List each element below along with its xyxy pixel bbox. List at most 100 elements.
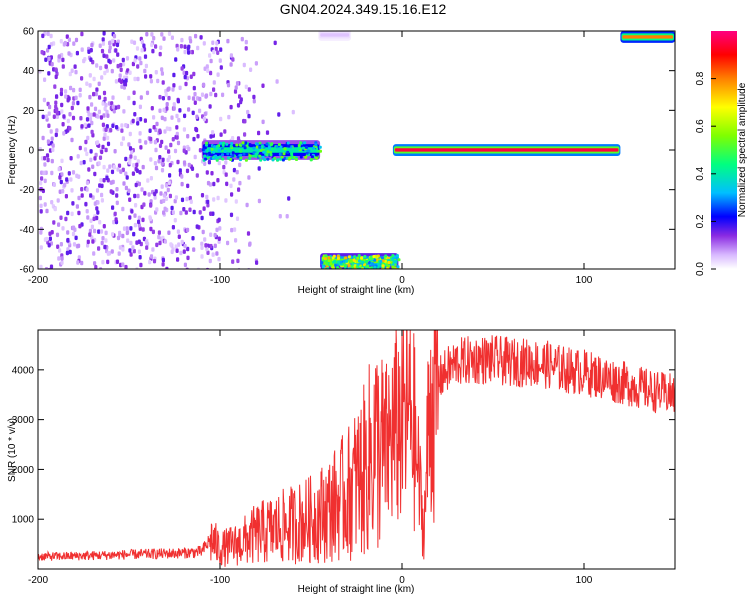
heatmap-cell [136,193,140,199]
heatmap-cell [103,244,107,250]
heatmap-cell [186,246,190,252]
heatmap-cell [239,156,243,160]
heatmap-cell [363,255,367,258]
heatmap-cell [139,95,143,100]
heatmap-cell [345,259,348,263]
heatmap-cell [41,135,45,141]
heatmap-cell [180,197,185,203]
heatmap-cell [39,209,43,214]
heatmap-cell [119,79,123,84]
heatmap-cell [182,160,187,165]
heatmap-cell [129,252,133,257]
heatmap-cell [87,112,91,117]
heatmap-xlabel: Height of straight line (km) [298,285,415,296]
heatmap-cell [231,57,235,62]
heatmap-cell [72,242,77,247]
heatmap-cell [169,242,173,247]
heatmap-cell [76,154,80,159]
heatmap-cell [106,113,110,118]
heatmap-cell [134,203,138,208]
heatmap-cell [87,167,91,172]
heatmap-cell [210,147,214,151]
heatmap-cell [178,168,182,173]
heatmap-cell [230,227,234,233]
colorbar: 0.0 0.2 0.4 0.6 0.8 Normalized spectral ampl… [695,31,748,276]
heatmap-cell [238,162,242,168]
heatmap-cell [238,94,242,99]
heatmap-feature-band-center-noisy [201,140,322,162]
heatmap-cell [195,224,199,229]
heatmap-cell [101,236,105,241]
heatmap-cell [110,68,114,74]
heatmap-cell [229,53,233,58]
heatmap-cell [257,166,261,171]
heatmap-cell [222,164,226,170]
heatmap-cell [144,140,148,145]
heatmap-cell [100,198,104,203]
heatmap-cell [155,242,159,248]
heatmap-cell [204,243,208,248]
heatmap-cell [173,198,177,204]
heatmap-cell [180,174,184,179]
heatmap-cell [135,162,139,168]
heatmap-cell [133,222,137,228]
heatmap-cell [172,106,176,111]
heatmap-cell [48,104,52,110]
heatmap-cell [299,155,303,159]
heatmap-cell [178,108,182,113]
heatmap-cell [301,146,305,150]
heatmap-cell [139,145,143,150]
heatmap-cell [138,56,142,61]
heatmap-ytick-label: 0 [28,146,34,157]
heatmap-cell [128,131,132,137]
heatmap-cell [102,90,107,96]
heatmap-cell [231,136,235,141]
heatmap-cell [158,128,162,133]
heatmap-cell [92,251,96,256]
heatmap-cell [214,154,218,158]
heatmap-cell [203,66,207,71]
heatmap-cell [212,49,216,55]
heatmap-cell [178,85,182,91]
heatmap-cell [122,85,126,90]
heatmap-cell [221,157,225,161]
heatmap-cell [190,49,194,55]
heatmap-cell [164,145,168,150]
heatmap-cell [236,155,240,159]
heatmap-cell [216,178,220,183]
heatmap-cell [322,261,326,265]
heatmap-cell [71,201,75,206]
heatmap-cell [165,106,169,111]
heatmap-cell [103,132,107,137]
heatmap-cell [381,256,384,260]
heatmap-cell [285,214,289,219]
heatmap-cell [163,239,167,244]
heatmap-cell [100,75,104,80]
heatmap-cell [111,104,115,109]
heatmap-cell [157,234,161,240]
heatmap-cell [72,41,76,46]
heatmap-cell [54,100,58,105]
snr-ytick-label: 4000 [12,365,35,376]
heatmap-cell [367,261,371,264]
heatmap-xtick-label: 0 [399,275,405,286]
heatmap-cell [131,171,135,176]
heatmap-cell [207,159,211,165]
heatmap-cell [206,199,210,205]
heatmap-cell [59,87,64,93]
heatmap-cell [218,58,222,63]
heatmap-cell [101,37,105,42]
heatmap-cell [74,95,78,101]
heatmap-cell [229,144,233,148]
heatmap-cell [113,211,117,217]
heatmap-cell [101,122,105,128]
heatmap-cell [209,232,213,237]
heatmap-cell [336,266,340,269]
heatmap-cell [208,258,212,264]
heatmap-cell [217,256,221,262]
heatmap-cell [121,206,125,212]
heatmap-cell [89,57,93,62]
heatmap-cell [42,97,46,103]
heatmap-cell [72,225,76,230]
heatmap-cell [149,176,153,181]
